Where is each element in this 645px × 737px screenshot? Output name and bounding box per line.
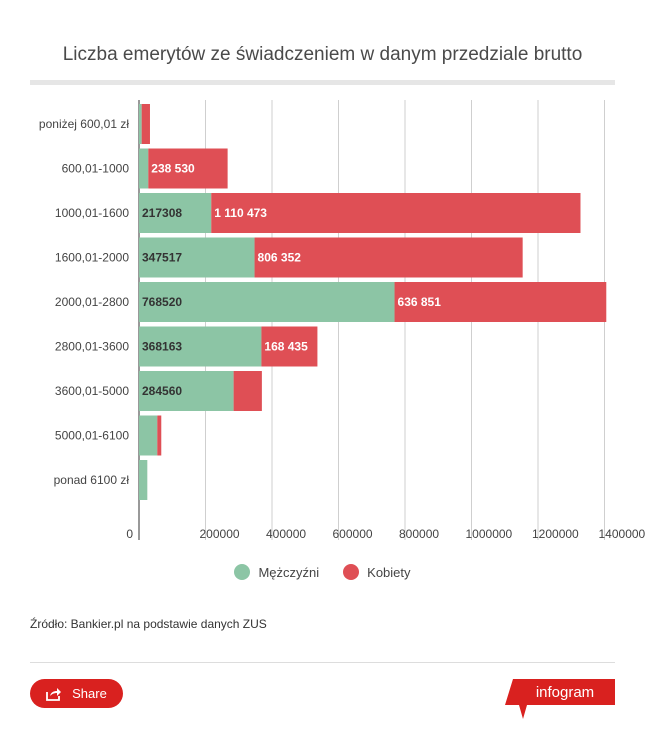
x-tick-label: 1200000 [532,527,579,541]
category-label: 3600,01-5000 [55,384,129,398]
bar-men [139,326,262,367]
legend-swatch-men [234,564,251,580]
data-label-women: 168 435 [264,340,308,354]
bar-men [139,371,234,411]
infogram-logo[interactable]: infogram [505,679,615,719]
category-label: ponad 6100 zł [54,473,130,487]
category-label: 600,01-1000 [62,162,130,176]
category-label: 1600,01-2000 [55,251,129,265]
bar-women [211,193,581,233]
bar-men [139,148,149,189]
category-label: 5000,01-6100 [55,429,129,443]
legend-swatch-women [343,564,360,580]
bar-women [157,415,162,456]
data-label-women: 238 530 [151,162,195,176]
bar-women [261,326,318,367]
title-divider [30,80,615,85]
bar-women [254,237,523,278]
x-tick-label: 1400000 [599,527,645,541]
legend-item-men[interactable]: Mężczyźni [234,564,319,580]
bar-women [233,371,262,411]
x-tick-label: 0 [126,527,133,541]
legend-label-men: Mężczyźni [258,564,320,580]
x-tick-label: 1000000 [466,527,513,541]
bar-women [148,148,228,189]
legend: Mężczyźni Kobiety [0,564,645,580]
x-tick-label: 400000 [266,527,306,541]
share-icon [46,687,62,701]
data-label-men: 768520 [142,295,182,309]
bar-men [139,460,148,500]
data-label-women: 1 110 473 [214,206,267,220]
share-label: Share [72,686,107,701]
legend-label-women: Kobiety [367,564,411,580]
legend-item-women[interactable]: Kobiety [343,564,411,580]
chart-title: Liczba emerytów ze świadczeniem w danym … [62,44,583,65]
data-label-men: 217308 [142,206,182,220]
data-label-men: 368163 [142,340,182,354]
bar-men [139,104,142,144]
category-label: 2000,01-2800 [55,295,129,309]
bar-men [139,415,158,456]
data-label-women: 636 851 [398,295,442,309]
data-label-men: 284560 [142,384,182,398]
footer-divider [30,662,615,663]
data-label-women: 806 352 [258,251,302,265]
bar-men [139,282,395,322]
bar-women [141,104,150,144]
data-label-men: 347517 [142,251,182,265]
bar-men [139,237,255,278]
category-label: 1000,01-1600 [55,206,129,220]
category-label: poniżej 600,01 zł [39,117,129,131]
bar-women [394,282,607,322]
brand-label: infogram [536,684,594,701]
bar-chart: 0 200000 400000 600000 800000 1000000 1200000 1… [39,100,645,541]
x-tick-label: 800000 [399,527,439,541]
brand-badge [505,679,615,719]
bar-men [139,193,212,233]
category-label: 2800,01-3600 [55,340,129,354]
share-button[interactable]: Share [30,679,123,708]
source-note: Źródło: Bankier.pl na podstawie danych Z… [30,617,267,631]
x-tick-label: 200000 [200,527,240,541]
x-tick-label: 600000 [333,527,373,541]
